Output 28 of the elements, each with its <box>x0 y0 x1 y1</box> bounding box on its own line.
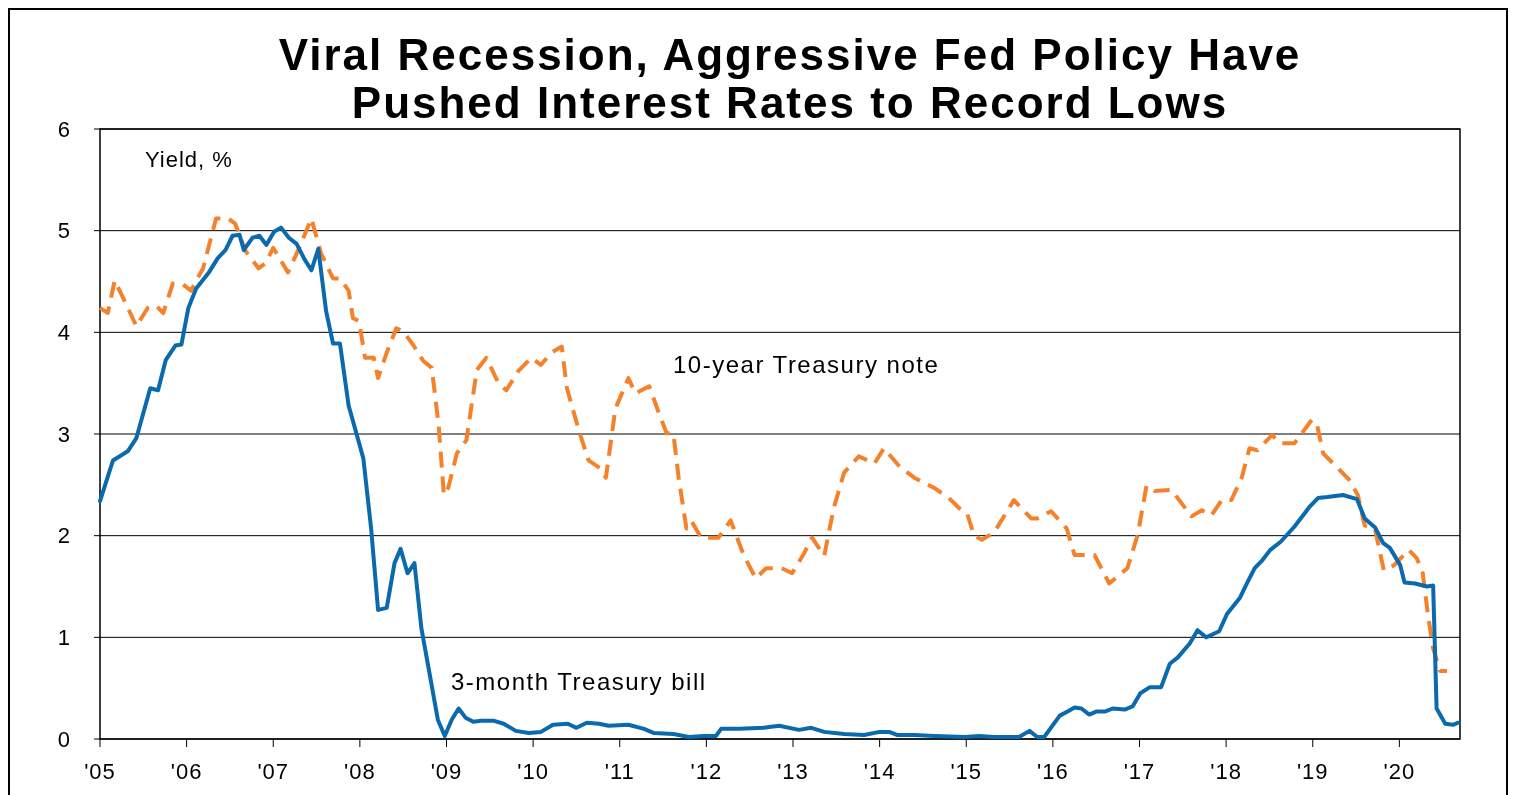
line-series <box>98 216 1450 673</box>
x-tick-label: '19 <box>1296 759 1329 784</box>
x-tick-label: '08 <box>344 759 376 784</box>
x-tick-label: '12 <box>690 759 723 784</box>
x-tick-label: '11 <box>604 759 635 784</box>
x-tick-label: '09 <box>430 759 463 784</box>
x-tick-label: '16 <box>1037 759 1069 784</box>
y-tick-label: 2 <box>57 523 70 549</box>
x-tick-label: '06 <box>170 759 203 784</box>
x-tick-label: '14 <box>863 759 896 784</box>
x-tick-label: '07 <box>257 759 290 784</box>
x-tick-label: '20 <box>1383 759 1416 784</box>
x-tick-label: '15 <box>950 759 983 784</box>
y-tick-label: 3 <box>57 421 70 447</box>
x-tick-label: '05 <box>84 759 116 784</box>
chart-title: Viral Recession, Aggressive Fed Policy Have Pushed Interest Rates to Record Lows <box>278 30 1302 127</box>
x-tick-label: '18 <box>1210 759 1242 784</box>
series-label: 3-month Treasury bill <box>451 668 707 695</box>
y-tick-label: 4 <box>57 320 70 346</box>
x-tick-label: '10 <box>517 759 549 784</box>
x-tick-label: '13 <box>777 759 809 784</box>
x-tick-label: '17 <box>1123 759 1156 784</box>
y-axis-title: Yield, % <box>145 147 233 172</box>
y-tick-label: 5 <box>57 218 70 244</box>
series-label: 10-year Treasury note <box>673 351 940 378</box>
y-tick-label: 6 <box>57 116 70 142</box>
y-tick-label: 1 <box>57 625 70 651</box>
y-tick-label: 0 <box>57 726 70 752</box>
